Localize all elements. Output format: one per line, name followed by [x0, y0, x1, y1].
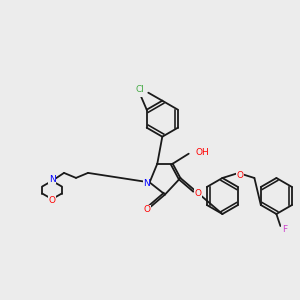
Text: O: O: [237, 172, 244, 181]
Text: F: F: [282, 226, 287, 235]
Text: O: O: [49, 196, 56, 205]
Text: N: N: [49, 175, 56, 184]
Text: OH: OH: [196, 148, 209, 157]
Text: Cl: Cl: [138, 87, 147, 96]
Text: O: O: [143, 205, 151, 214]
Text: O: O: [195, 188, 202, 197]
Text: N: N: [143, 179, 150, 188]
Text: Cl: Cl: [135, 85, 144, 94]
